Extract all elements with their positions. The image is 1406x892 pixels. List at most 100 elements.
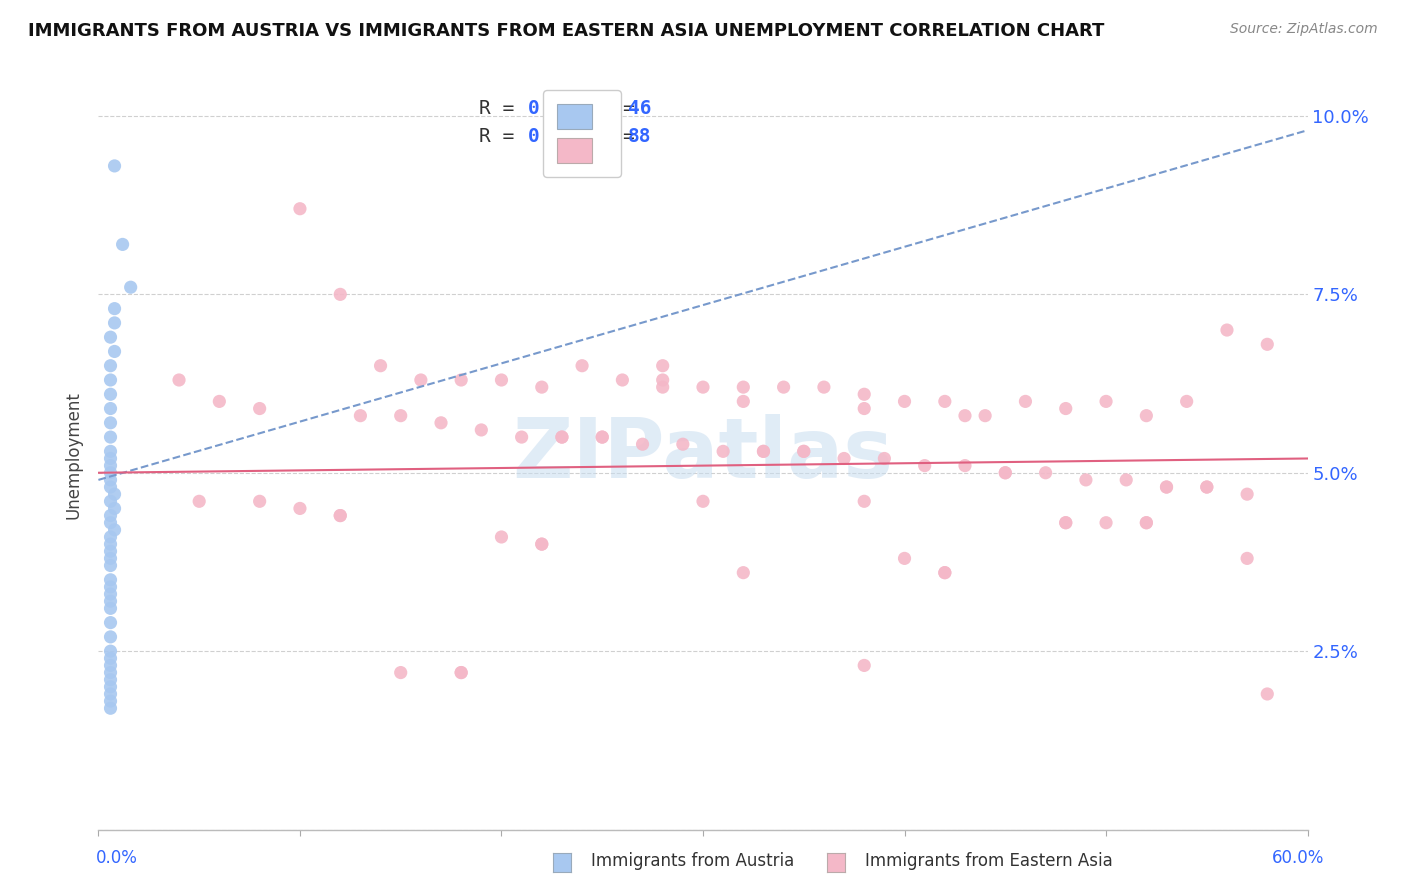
Point	[1115, 473, 1137, 487]
Point	[100, 580, 122, 594]
Point	[100, 473, 122, 487]
Point	[100, 658, 122, 673]
Text: 0.0%: 0.0%	[96, 849, 138, 867]
Point	[1256, 687, 1278, 701]
Point	[430, 416, 453, 430]
Point	[100, 430, 122, 444]
Point	[1135, 409, 1157, 423]
Point	[1195, 480, 1218, 494]
Point	[1135, 516, 1157, 530]
Point	[100, 387, 122, 401]
Point	[1156, 480, 1178, 494]
Point	[1195, 480, 1218, 494]
Point	[692, 380, 714, 394]
Point	[1054, 516, 1077, 530]
Point	[893, 394, 915, 409]
Point	[100, 330, 122, 344]
Legend: , : ,	[543, 90, 621, 177]
Point	[591, 430, 613, 444]
Text: N =: N =	[576, 99, 647, 118]
Point	[1256, 337, 1278, 351]
Point	[389, 665, 412, 680]
Point	[167, 373, 190, 387]
Point	[1054, 401, 1077, 416]
Text: R =: R =	[479, 99, 538, 118]
Point	[100, 401, 122, 416]
Point	[530, 380, 553, 394]
Point	[100, 558, 122, 573]
Point	[1074, 473, 1097, 487]
Point	[288, 202, 311, 216]
Point	[103, 301, 125, 316]
Point	[100, 544, 122, 558]
Point	[103, 501, 125, 516]
Point	[953, 458, 976, 473]
Point	[692, 494, 714, 508]
Point	[914, 458, 936, 473]
Point	[934, 394, 956, 409]
Point	[100, 359, 122, 373]
Point	[100, 466, 122, 480]
Point	[100, 615, 122, 630]
Point	[1035, 466, 1057, 480]
Text: 0.051: 0.051	[527, 99, 586, 118]
Point	[100, 516, 122, 530]
Point	[103, 344, 125, 359]
Point	[288, 501, 311, 516]
Point	[450, 665, 472, 680]
Point	[100, 694, 122, 708]
Point	[491, 373, 513, 387]
Point	[100, 494, 122, 508]
Point	[651, 373, 673, 387]
Point	[612, 373, 634, 387]
Point	[450, 373, 472, 387]
Point	[100, 651, 122, 665]
Point	[571, 359, 593, 373]
Point	[100, 451, 122, 466]
Y-axis label: Unemployment: Unemployment	[65, 391, 83, 519]
Point	[631, 437, 654, 451]
Point	[733, 566, 755, 580]
Point	[100, 680, 122, 694]
Point	[249, 401, 271, 416]
Point	[100, 701, 122, 715]
Text: 60.0%: 60.0%	[1272, 849, 1324, 867]
Point	[329, 508, 352, 523]
Point	[953, 409, 976, 423]
Point	[853, 494, 876, 508]
Point	[530, 537, 553, 551]
Point	[103, 316, 125, 330]
Point	[370, 359, 392, 373]
Point	[1014, 394, 1036, 409]
Text: Source: ZipAtlas.com: Source: ZipAtlas.com	[1230, 22, 1378, 37]
Point	[1135, 516, 1157, 530]
Point	[651, 359, 673, 373]
Point	[733, 394, 755, 409]
Point	[349, 409, 371, 423]
Point	[711, 444, 734, 458]
Point	[100, 601, 122, 615]
Point	[672, 437, 695, 451]
Point	[100, 373, 122, 387]
Point	[329, 287, 352, 301]
Point	[1236, 551, 1258, 566]
Point	[450, 665, 472, 680]
Point	[1054, 516, 1077, 530]
Point	[832, 451, 855, 466]
Point	[100, 673, 122, 687]
Point	[329, 508, 352, 523]
Text: Immigrants from Austria: Immigrants from Austria	[591, 852, 794, 870]
Point	[551, 430, 574, 444]
Point	[591, 430, 613, 444]
Point	[111, 237, 134, 252]
Point	[934, 566, 956, 580]
Point	[100, 644, 122, 658]
Text: ZIPatlas: ZIPatlas	[513, 415, 893, 495]
Point	[733, 380, 755, 394]
Text: 0.020: 0.020	[527, 127, 586, 145]
Point	[853, 658, 876, 673]
Point	[1216, 323, 1239, 337]
Point	[752, 444, 775, 458]
Text: R =: R =	[479, 127, 538, 145]
Point	[994, 466, 1017, 480]
